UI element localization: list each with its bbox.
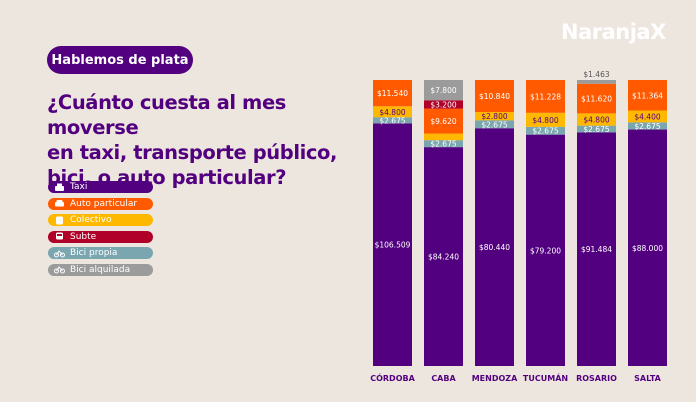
bar-segment	[628, 129, 667, 366]
data-label: $2.675	[481, 120, 507, 129]
legend-label: Taxi	[70, 182, 88, 192]
data-label: $11.540	[377, 89, 408, 98]
bike-icon	[54, 249, 65, 257]
category-label: ROSARIO	[576, 374, 617, 383]
data-label: $106.509	[375, 241, 411, 250]
data-label: $4.400	[634, 112, 660, 121]
bar-segment	[424, 80, 463, 101]
data-label: $84.240	[428, 253, 459, 262]
bar-segment	[475, 120, 514, 129]
title-line: ¿Cuánto cuesta al mes moverse	[47, 91, 286, 139]
legend-label: Bici alquilada	[70, 264, 131, 275]
bar-segment	[373, 106, 412, 118]
legend-label: Subte	[70, 231, 97, 242]
bar-segment	[628, 80, 667, 111]
legend-label: Bici propia	[70, 248, 118, 258]
data-label: $91.484	[581, 245, 612, 254]
data-label: $2.675	[379, 116, 405, 125]
legend-item: Subte	[48, 230, 153, 243]
legend-item: Auto particular	[48, 197, 153, 210]
data-label: $3.200	[430, 100, 456, 109]
bar-segment	[577, 80, 616, 84]
data-label: $4.800	[532, 116, 558, 125]
bar-segment	[424, 147, 463, 366]
legend-label: Auto particular	[70, 198, 138, 209]
bar-segment	[373, 117, 412, 124]
bar-segment	[475, 128, 514, 366]
bike-icon	[54, 266, 65, 274]
bar-segment	[526, 126, 565, 135]
data-label: $4.800	[379, 108, 405, 117]
bar-segment	[577, 132, 616, 366]
bar-segment	[373, 123, 412, 366]
data-label: $11.228	[530, 92, 561, 101]
bar-segment	[475, 80, 514, 113]
bar-segment	[526, 134, 565, 366]
category-label: CÓRDOBA	[370, 372, 415, 383]
bar-segment	[577, 83, 616, 114]
bar-segment	[628, 110, 667, 123]
topic-badge: Hablemos de plata	[47, 46, 193, 74]
data-label: $7.800	[430, 86, 456, 95]
taxi-icon	[55, 183, 64, 191]
bar-segment	[424, 108, 463, 134]
category-label: CABA	[431, 374, 456, 383]
bar-segment	[526, 80, 565, 113]
bar-segment	[424, 140, 463, 148]
data-label: $2.675	[532, 127, 558, 136]
data-label: $88.000	[632, 244, 663, 253]
legend-item: Bici propia	[48, 247, 153, 259]
category-label: TUCUMÁN	[523, 372, 568, 383]
data-label: $79.200	[530, 246, 561, 255]
data-label: $11.620	[581, 95, 612, 104]
data-label: $80.440	[479, 243, 510, 252]
data-label: $4.800	[583, 116, 609, 125]
data-label: $10.840	[479, 92, 510, 101]
subway-icon	[56, 232, 63, 240]
bar-segment	[424, 100, 463, 109]
legend-label: Colectivo	[70, 215, 112, 225]
bar-segment	[577, 113, 616, 126]
legend-item: Taxi	[48, 181, 153, 193]
data-label: $2.800	[481, 112, 507, 121]
bar-segment	[475, 112, 514, 121]
naranjax-logo: NaranjaX	[561, 20, 666, 44]
title-line: en taxi, transporte público,	[47, 141, 338, 164]
car-icon	[55, 200, 64, 207]
data-label: $9.620	[430, 117, 456, 126]
data-label: $2.675	[583, 125, 609, 134]
bar-segment	[373, 80, 412, 107]
legend-item: Colectivo	[48, 214, 153, 226]
data-label: $2.675	[634, 122, 660, 131]
data-label: $1.463	[583, 70, 609, 79]
bar-segment	[628, 122, 667, 130]
bus-icon	[56, 216, 63, 224]
page-title: ¿Cuánto cuesta al mes moverse en taxi, t…	[47, 90, 367, 190]
data-label: $11.364	[632, 91, 663, 100]
data-label: $2.675	[430, 140, 456, 149]
legend: Taxi Auto particular Colectivo Subte Bici pr…	[48, 181, 153, 280]
bar-segment	[526, 112, 565, 127]
category-label: SALTA	[634, 374, 662, 383]
category-label: MENDOZA	[472, 374, 518, 383]
bar-segment	[424, 133, 463, 141]
bar-segment	[577, 125, 616, 133]
legend-item: Bici alquilada	[48, 263, 153, 276]
